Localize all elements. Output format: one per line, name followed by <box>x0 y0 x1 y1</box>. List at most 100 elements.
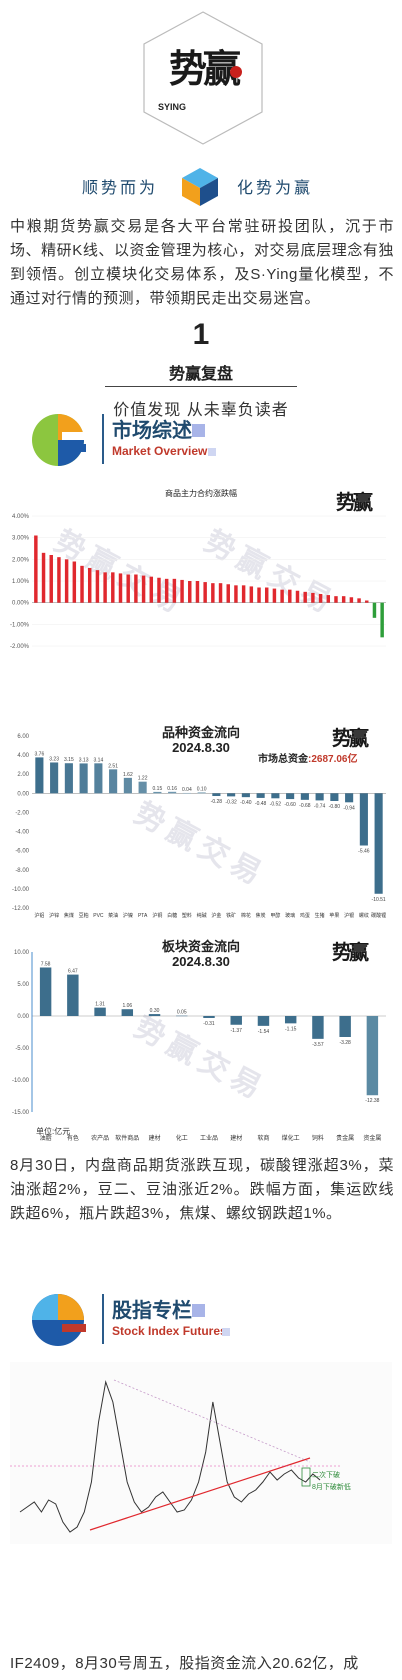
bar <box>118 573 123 603</box>
data-label: 1.31 <box>95 1002 105 1008</box>
price-line <box>19 1380 321 1533</box>
bar <box>315 793 324 801</box>
y-tick-label: 2.00 <box>17 772 29 778</box>
bar <box>241 793 250 798</box>
y-tick-label: 0.00 <box>17 791 29 797</box>
red-seal-icon <box>230 66 242 78</box>
y-tick-label: -5.00 <box>15 1046 29 1052</box>
data-label: -1.54 <box>258 1029 270 1035</box>
y-tick-label: 4.00 <box>17 753 29 759</box>
bar <box>109 769 118 794</box>
chart-logo: 势赢 <box>336 490 373 514</box>
chart-logo: 势赢 <box>332 726 369 750</box>
category-label: 塑料 <box>182 912 192 919</box>
data-label: 3.14 <box>94 757 104 763</box>
bar <box>212 793 221 797</box>
category-label: 煤化工 <box>282 1134 300 1142</box>
data-label: 3.13 <box>79 757 89 763</box>
category-label: 沪铜 <box>152 912 162 919</box>
data-label: -12.38 <box>365 1098 379 1104</box>
data-label: -1.37 <box>231 1028 243 1034</box>
bar <box>148 1014 161 1016</box>
bar <box>67 974 79 1016</box>
annotation-new-low: 8月下破新低 <box>312 1484 351 1491</box>
data-label: -1.15 <box>285 1026 297 1032</box>
y-tick-label: 5.00 <box>17 982 29 988</box>
bar <box>339 1016 351 1037</box>
category-label: 软商 <box>257 1134 269 1142</box>
bar <box>330 793 339 801</box>
bar <box>230 1016 242 1025</box>
category-label: 碳酸锂 <box>371 912 386 919</box>
stock-index-title-en: Stock Index Futures <box>112 1324 227 1338</box>
data-label: 3.15 <box>64 757 74 763</box>
y-tick-label: 6.00 <box>17 734 29 740</box>
section-title: 势赢复盘 <box>168 366 233 383</box>
bar <box>284 1016 297 1024</box>
y-tick-label: -6.00 <box>15 849 29 855</box>
support-trendline <box>89 1457 311 1531</box>
data-label: 1.06 <box>122 1003 132 1009</box>
chart-title: 品种资金流向 <box>161 725 240 740</box>
bar <box>256 793 265 798</box>
y-tick-label: -10.00 <box>12 887 30 893</box>
category-label: 资金属 <box>363 1134 381 1142</box>
bar <box>168 791 177 794</box>
highlight-box <box>301 1467 311 1487</box>
bar <box>50 762 59 794</box>
data-label: 0.05 <box>177 1010 187 1016</box>
bar <box>303 591 307 603</box>
bar <box>121 1009 134 1016</box>
category-label: 苹果 <box>329 912 339 919</box>
bar <box>311 592 315 603</box>
category-label: 有色 <box>67 1134 79 1142</box>
category-label: 生猪 <box>315 912 325 919</box>
y-tick-label: -2.00 <box>15 810 29 816</box>
category-label: 沪锌 <box>49 912 59 919</box>
y-tick-label: 0.00 <box>17 1014 29 1020</box>
bar <box>35 757 44 794</box>
category-label: 棉花 <box>241 912 251 919</box>
gradient-cube-icon <box>182 168 218 206</box>
data-label: 3.76 <box>35 751 45 757</box>
data-label: -3.57 <box>312 1042 324 1048</box>
bar <box>203 1016 215 1018</box>
bar <box>365 600 369 603</box>
data-label: 0.10 <box>197 786 207 792</box>
data-label: 6.47 <box>68 969 78 975</box>
section-divider <box>105 386 297 387</box>
y-tick-label: -4.00 <box>15 830 29 836</box>
section-subtitle: 价值发现 从未辜负读者 <box>113 402 289 419</box>
stock-index-title: 股指专栏 <box>112 1300 192 1322</box>
sector-fund-flow-chart: 板块资金流向 2024.8.30 势赢 单位:亿元 势赢交易 10.00 5.00… <box>10 934 392 1144</box>
y-tick-label: 10.00 <box>14 950 30 956</box>
y-tick-label: -8.00 <box>15 868 29 874</box>
slogan-left: 顺势而为 <box>82 180 159 197</box>
bar <box>103 572 107 603</box>
bar <box>211 583 215 603</box>
market-overview-title: 市场综述 <box>112 420 192 442</box>
bar <box>264 587 269 603</box>
data-label: -10.51 <box>372 897 386 903</box>
variety-fund-flow-chart: 品种资金流向 2024.8.30 势赢 市场总资金:2687.06亿 势赢交易 … <box>10 720 392 930</box>
bar <box>34 535 38 603</box>
bar <box>272 588 277 603</box>
unit-label: 单位:亿元 <box>36 1127 71 1136</box>
category-label: PVC <box>93 913 104 919</box>
category-label: 焦煤 <box>64 912 74 919</box>
category-label: PTA <box>138 913 148 919</box>
bar <box>39 967 52 1016</box>
intro-paragraph: 中粮期货势赢交易是各大平台常驻研投团队，沉于市场、精研K线、以资金管理为核心，对… <box>10 218 394 307</box>
bar <box>341 596 346 603</box>
bar <box>123 777 132 794</box>
kline-plot <box>10 1362 392 1544</box>
category-label: 豆粕 <box>79 912 89 919</box>
resistance-trendline <box>113 1379 311 1463</box>
category-label: 焦炭 <box>256 912 266 919</box>
y-tick-label: 3.00% <box>12 536 30 542</box>
category-label: 软件商品 <box>115 1134 139 1142</box>
commodity-change-chart: 商品主力合约涨跌幅 势赢 势赢交易 势赢交易 4.00% 3.00% 2.00% 1.… <box>10 478 392 698</box>
bar <box>94 763 103 794</box>
bar <box>94 1007 106 1016</box>
bar <box>234 585 238 603</box>
